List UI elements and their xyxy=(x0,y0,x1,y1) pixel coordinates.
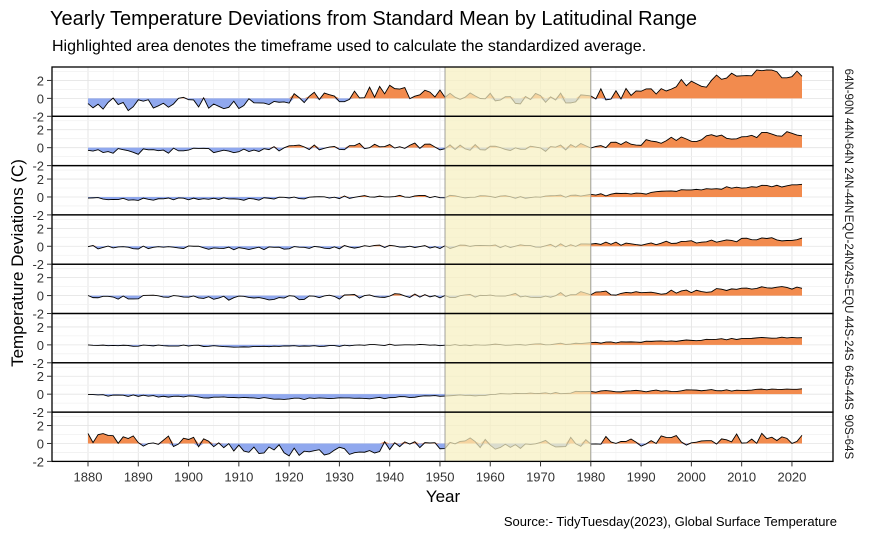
strip-label: 24N-44N xyxy=(842,167,854,213)
y-tick-label: 2 xyxy=(37,369,44,384)
chart-caption: Source:- TidyTuesday(2023), Global Surfa… xyxy=(503,514,837,529)
x-tick-label: 2010 xyxy=(727,469,756,484)
y-tick-label: 2 xyxy=(37,419,44,434)
x-tick-label: 1970 xyxy=(526,469,555,484)
panel-44n-64n xyxy=(52,116,833,167)
panel-44s-24s xyxy=(52,313,833,364)
x-tick-label: 1930 xyxy=(325,469,354,484)
x-tick-label: 2000 xyxy=(677,469,706,484)
panel-grid xyxy=(52,362,833,413)
area-negative xyxy=(88,394,802,400)
chart-title: Yearly Temperature Deviations from Stand… xyxy=(50,8,698,30)
y-tick-label: 2 xyxy=(37,172,44,187)
panel-grid xyxy=(52,214,833,265)
y-tick-label: -2 xyxy=(32,405,44,420)
x-tick-label: 1910 xyxy=(224,469,253,484)
y-tick-label: -2 xyxy=(32,307,44,322)
x-tick-label: 1980 xyxy=(576,469,605,484)
area-negative xyxy=(88,147,802,155)
y-tick-label: -2 xyxy=(32,208,44,223)
panel-24s-equ xyxy=(52,264,833,314)
strip-label: 24S-EQU xyxy=(842,264,854,313)
x-tick-label: 1920 xyxy=(275,469,304,484)
area-positive xyxy=(88,69,802,99)
y-tick-label: -2 xyxy=(32,356,44,371)
y-tick-label: 2 xyxy=(37,320,44,335)
x-axis: 1880 1890 1900 1910 1920 1930 1940 1950 1960 1970… xyxy=(74,461,806,484)
panel-equ-24n xyxy=(52,214,833,265)
strip-label: EQU-24N xyxy=(842,215,854,265)
strip-label: 90S-64S xyxy=(842,414,854,459)
panel-border xyxy=(51,214,834,265)
area-positive xyxy=(88,388,802,395)
panel-24n-44n xyxy=(52,165,833,216)
x-axis-title: Year xyxy=(426,487,461,506)
panel-64s-44s xyxy=(52,362,833,413)
y-tick-label: 2 xyxy=(37,221,44,236)
panel-border xyxy=(51,411,834,463)
x-tick-label: 1940 xyxy=(375,469,404,484)
area-positive xyxy=(88,131,802,148)
y-tick-label: 0 xyxy=(37,190,44,205)
y-tick-label: 0 xyxy=(37,289,44,304)
area-negative xyxy=(88,443,802,456)
y-tick-label: 0 xyxy=(37,141,44,156)
chart-subtitle: Highlighted area denotes the timeframe u… xyxy=(52,38,647,55)
panel-borders xyxy=(51,66,834,463)
y-tick-label: -2 xyxy=(32,257,44,272)
area-negative xyxy=(88,98,802,111)
area-positive xyxy=(88,237,802,247)
panel-border xyxy=(51,312,834,364)
x-tick-label: 1950 xyxy=(426,469,455,484)
area-positive xyxy=(88,337,802,345)
strip-label: 44S-24S xyxy=(842,316,854,361)
y-tick-label: 2 xyxy=(37,271,44,286)
y-tick-label: 0 xyxy=(37,239,44,254)
y-axis-title: Temperature Deviations (C) xyxy=(8,159,27,367)
area-positive xyxy=(88,433,802,444)
y-tick-label: -2 xyxy=(32,109,44,124)
strip-label: 44N-64N xyxy=(842,118,854,164)
x-tick-label: 1960 xyxy=(476,469,505,484)
panel-90s-64s xyxy=(52,412,833,462)
x-tick-label: 1900 xyxy=(174,469,203,484)
y-tick-label: -2 xyxy=(32,454,44,469)
area-negative xyxy=(88,246,802,250)
y-tick-label: 0 xyxy=(37,436,44,451)
x-tick-label: 1990 xyxy=(627,469,656,484)
panel-border xyxy=(51,362,834,413)
y-tick-label: 2 xyxy=(37,73,44,88)
strip-label: 64S-44S xyxy=(842,365,854,410)
x-tick-label: 1880 xyxy=(74,469,103,484)
panel-64n-90n xyxy=(52,67,833,117)
x-tick-label: 1890 xyxy=(124,469,153,484)
x-tick-label: 2020 xyxy=(777,469,806,484)
y-tick-label: 0 xyxy=(37,387,44,402)
area-negative xyxy=(88,344,802,348)
panel-grid xyxy=(52,313,833,364)
y-tick-label: 0 xyxy=(37,91,44,106)
strip-label: 64N-90N xyxy=(842,69,854,115)
y-tick-label: 0 xyxy=(37,338,44,353)
y-tick-label: -2 xyxy=(32,159,44,174)
y-tick-label: 2 xyxy=(37,123,44,138)
y-axis-ticks: -202-202-202-202-202-202-202-202 xyxy=(32,73,52,469)
